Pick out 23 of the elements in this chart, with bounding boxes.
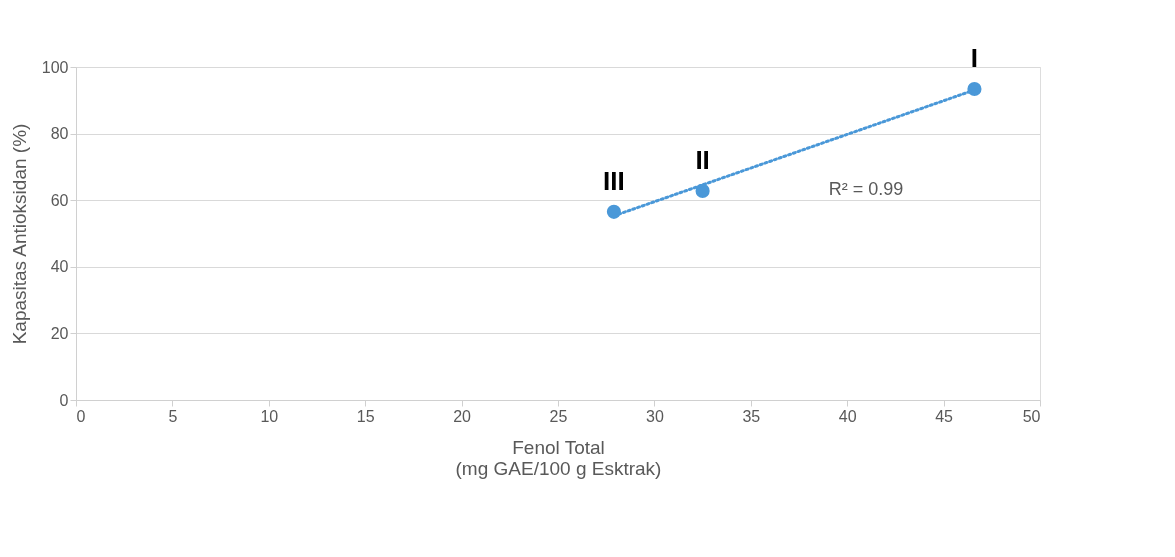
y-tick-label: 60 [50, 191, 69, 209]
annotation: II [695, 144, 710, 175]
y-axis-title: Kapasitas Antioksidan (%) [8, 123, 30, 345]
x-tick-label: 25 [549, 407, 568, 425]
y-tick-label: 100 [41, 58, 69, 76]
x-tick-label: 45 [935, 407, 954, 425]
x-tick-label: 0 [76, 407, 86, 425]
annotation: I [970, 42, 979, 73]
x-axis-title: Fenol Total (mg GAE/100 g Esktrak) [455, 436, 662, 479]
x-tick-label: 40 [838, 407, 857, 425]
y-tick-label: 40 [50, 258, 69, 276]
x-tick-label: 50 [1022, 407, 1041, 425]
x-tick-label: 5 [168, 407, 178, 425]
x-tick-label: 10 [260, 407, 279, 425]
x-tick-label: 30 [646, 407, 664, 425]
annotation: III [603, 165, 625, 196]
y-tick-label: 0 [59, 391, 69, 409]
annotation: R² = 0.99 [828, 179, 904, 199]
y-tick-label: 20 [50, 324, 69, 342]
x-tick-label: 20 [453, 407, 472, 425]
y-tick-label: 80 [50, 125, 69, 143]
x-tick-label: 15 [356, 407, 375, 425]
x-tick-label: 35 [742, 407, 761, 425]
